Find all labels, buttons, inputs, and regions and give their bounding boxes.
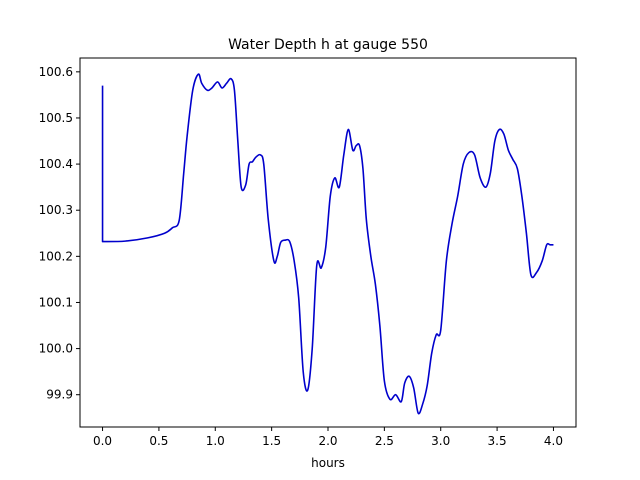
x-tick-label: 1.0 (206, 434, 225, 448)
y-tick-label: 100.0 (39, 342, 73, 356)
y-tick-label: 100.3 (39, 203, 73, 217)
axes-frame (79, 57, 577, 428)
y-tick-label: 100.6 (39, 65, 73, 79)
x-axis-label: hours (311, 456, 345, 470)
y-tick-label: 100.4 (39, 157, 73, 171)
y-tick-label: 100.1 (39, 295, 73, 309)
x-tick-label: 0.5 (149, 434, 168, 448)
x-tick-label: 2.5 (375, 434, 394, 448)
y-tick-label: 99.9 (46, 388, 73, 402)
x-tick-label: 1.5 (262, 434, 281, 448)
chart-title: Water Depth h at gauge 550 (228, 37, 428, 53)
x-axis-ticks: 0.0 0.5 1.0 1.5 2.0 2.5 3.0 3.5 4.0 (93, 427, 563, 448)
x-tick-label: 0.0 (93, 434, 112, 448)
series-line (101, 73, 554, 415)
x-tick-label: 3.0 (431, 434, 450, 448)
x-tick-label: 3.5 (488, 434, 507, 448)
x-tick-label: 2.0 (318, 434, 337, 448)
y-tick-label: 100.5 (39, 111, 73, 125)
plot-area (101, 73, 554, 415)
y-axis-ticks: 99.9 100.0 100.1 100.2 100.3 100.4 100.5 100.6 (39, 65, 80, 402)
y-tick-label: 100.2 (39, 249, 73, 263)
x-tick-label: 4.0 (544, 434, 563, 448)
